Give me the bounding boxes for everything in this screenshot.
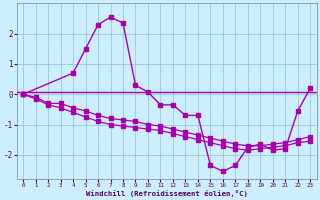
X-axis label: Windchill (Refroidissement éolien,°C): Windchill (Refroidissement éolien,°C)	[86, 190, 248, 197]
